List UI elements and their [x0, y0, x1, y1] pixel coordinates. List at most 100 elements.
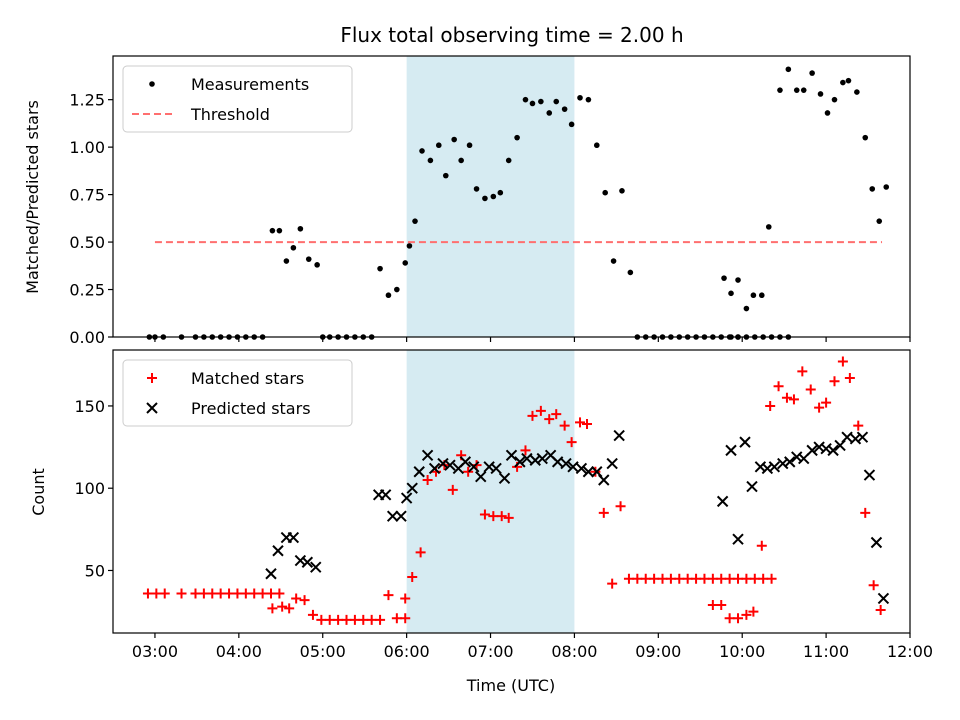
legend-entry-label: Threshold [190, 105, 270, 124]
matched-star-point [400, 593, 411, 604]
predicted-star-point [863, 469, 876, 481]
ratio-y-axis-label: Matched/Predicted stars [23, 100, 42, 294]
predicted-star-point [606, 457, 618, 470]
measurement-point [514, 134, 520, 141]
predicted-star-point [551, 456, 564, 468]
matched-star-point [291, 593, 302, 604]
predicted-star-point [301, 556, 314, 568]
predicted-star-point [732, 533, 744, 545]
measurement-point [840, 79, 846, 86]
predicted-star-point [791, 451, 803, 463]
matched-star-point [366, 614, 377, 625]
predicted-star-point [598, 474, 610, 486]
matched-star-point [266, 588, 277, 599]
matched-star-point [665, 573, 676, 584]
matched-star-point [151, 588, 162, 599]
measurement-point [593, 142, 600, 149]
matched-star-point [463, 466, 474, 477]
matched-star-point [741, 573, 752, 584]
matched-star-point [829, 376, 840, 387]
measurement-point [394, 286, 400, 293]
predicted-star-point [406, 482, 418, 494]
matched-star-point [559, 420, 570, 431]
matched-star-point [527, 410, 538, 421]
measurement-point [419, 148, 425, 154]
matched-star-point [159, 588, 170, 599]
matched-star-point [748, 606, 759, 617]
measurement-point [585, 96, 592, 103]
matched-star-point [860, 507, 871, 518]
matched-star-point [407, 572, 418, 583]
matched-star-point [224, 588, 235, 599]
predicted-star-point [428, 462, 441, 475]
predicted-star-point [421, 449, 434, 462]
matched-star-point [623, 573, 634, 584]
measurement-point [276, 227, 283, 234]
measurement-point [862, 134, 869, 141]
measurement-point [435, 142, 442, 149]
measurement-point [458, 157, 464, 164]
legend-box [122, 359, 353, 427]
matched-star-point [551, 409, 562, 420]
measurement-point [482, 195, 488, 202]
measurement-point [505, 157, 512, 164]
predicted-star-point [379, 489, 392, 501]
matched-star-point [544, 414, 555, 425]
matched-star-point [797, 366, 808, 377]
measurement-point [817, 91, 824, 97]
measurement-point [546, 110, 553, 116]
measurement-point [869, 186, 876, 192]
measurement-point [297, 225, 304, 232]
matched-star-point [566, 437, 577, 448]
measurement-point [619, 188, 625, 194]
measurement-point [466, 142, 473, 149]
measurement-point [785, 66, 792, 73]
legend-measurement-swatch [149, 81, 155, 87]
y-tick-label: 0.75 [69, 186, 105, 205]
measurement-point [553, 98, 560, 105]
measurement-point [314, 262, 320, 268]
measurement-point [793, 87, 800, 93]
matched-star-point [868, 580, 879, 591]
matched-star-point [240, 588, 251, 599]
predicted-star-point [400, 492, 413, 504]
predicted-star-point [468, 461, 480, 473]
measurement-point [728, 290, 734, 297]
x-tick-label: 10:00 [719, 642, 765, 661]
matched-star-point [724, 573, 735, 584]
legend-predicted-swatch [146, 402, 158, 414]
matched-star-point [535, 405, 546, 416]
matched-star-point [142, 588, 153, 599]
y-tick-label: 0.00 [69, 328, 105, 347]
measurement-point [538, 98, 544, 105]
matched-star-point [198, 588, 209, 599]
measurement-point [777, 87, 783, 93]
y-tick-label: 1.00 [69, 138, 105, 157]
matched-star-point [503, 512, 514, 523]
matched-star-point [707, 573, 718, 584]
matched-star-point [765, 400, 776, 411]
matched-star-point [316, 614, 327, 625]
measurement-point [522, 96, 529, 103]
matched-star-point [383, 590, 394, 601]
measurement-point [800, 87, 807, 93]
measurement-point [765, 224, 772, 230]
predicted-star-point [294, 554, 307, 567]
x-tick-label: 09:00 [635, 642, 681, 661]
matched-star-point [657, 573, 668, 584]
predicted-star-point [784, 456, 796, 468]
measurement-point [529, 100, 536, 107]
legend-box [122, 65, 353, 133]
predicted-star-point [856, 431, 869, 443]
y-tick-label: 1.25 [69, 91, 105, 110]
measurement-point [305, 256, 312, 262]
matched-star-point [257, 588, 268, 599]
measurement-point [809, 70, 815, 76]
matched-star-point [766, 573, 777, 584]
x-tick-label: 08:00 [551, 642, 597, 661]
matched-star-point [400, 613, 411, 624]
matched-star-point [649, 573, 660, 584]
matched-star-point [758, 573, 769, 584]
predicted-star-point [475, 470, 487, 483]
count-panel: 50 100 150 03:00 04:00 05:00 06:00 07:00 08:00 09… [74, 349, 933, 661]
